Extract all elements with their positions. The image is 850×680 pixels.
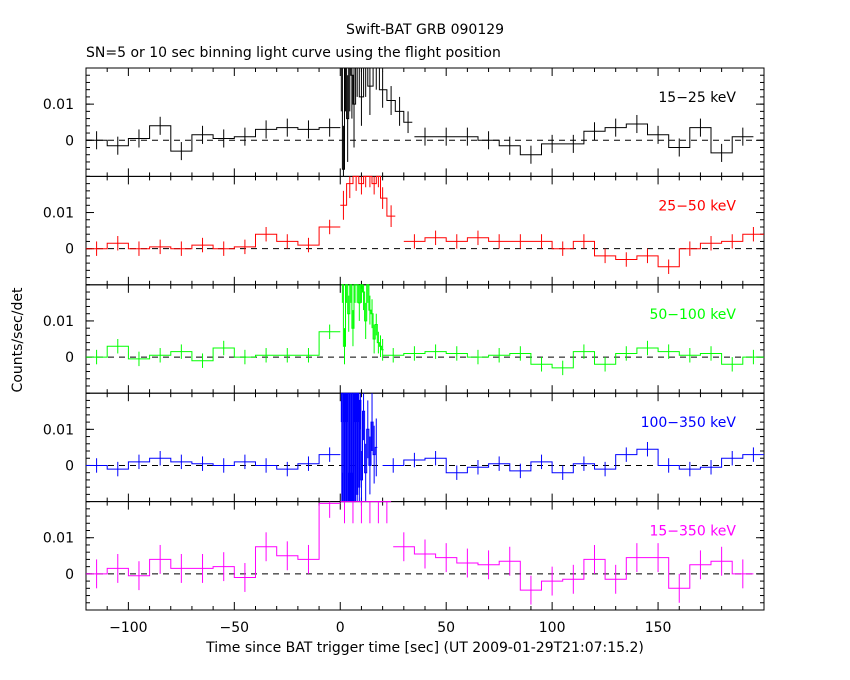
- panel-frame: [85, 284, 765, 394]
- x-axis-label: Time since BAT trigger time [sec] (UT 20…: [206, 640, 644, 656]
- panel-frame: [85, 67, 765, 177]
- energy-band-label: 100−350 keV: [641, 415, 737, 431]
- y-tick-label: 0: [65, 567, 74, 583]
- light-curve-step: [86, 125, 341, 152]
- x-tick-label: 0: [336, 620, 345, 636]
- light-curve-step: [382, 347, 764, 369]
- y-tick-label: 0.01: [43, 531, 74, 547]
- light-curve-step: [341, 284, 384, 351]
- y-tick-label: 0: [65, 350, 74, 366]
- y-tick-label: 0: [65, 133, 74, 149]
- light-curve-step: [403, 233, 764, 268]
- y-tick-label: 0: [65, 458, 74, 474]
- chart-title: Swift-BAT GRB 090129: [345, 22, 505, 38]
- light-curve-step: [340, 175, 396, 217]
- light-curve-step: [86, 502, 341, 578]
- panel-frame: [85, 392, 765, 503]
- x-tick-label: 100: [539, 620, 566, 636]
- y-tick-label: 0.01: [43, 97, 74, 113]
- light-curve-step: [86, 226, 341, 250]
- x-tick-label: 50: [437, 620, 455, 636]
- x-tick-label: 150: [645, 620, 672, 636]
- y-tick-label: 0.01: [43, 314, 74, 330]
- y-tick-label: 0.01: [43, 422, 74, 438]
- panel-frame: [85, 175, 765, 286]
- light-curve-step: [86, 331, 341, 362]
- light-curve-step: [86, 454, 341, 470]
- light-curve-step: [382, 448, 764, 474]
- light-curve-step: [340, 67, 413, 170]
- energy-band-label: 50−100 keV: [649, 307, 736, 323]
- y-tick-label: 0.01: [43, 206, 74, 222]
- light-curve-step: [414, 123, 754, 156]
- energy-band-label: 15−350 keV: [649, 524, 736, 540]
- x-tick-label: −100: [109, 620, 147, 636]
- energy-band-label: 25−50 keV: [658, 198, 736, 214]
- y-tick-label: 0: [65, 242, 74, 258]
- chart-subtitle: SN=5 or 10 sec binning light curve using…: [86, 45, 501, 61]
- energy-band-label: 15−25 keV: [658, 90, 736, 106]
- y-axis-label: Counts/sec/det: [10, 287, 26, 393]
- x-tick-label: −50: [220, 620, 250, 636]
- light-curve-step: [393, 546, 754, 591]
